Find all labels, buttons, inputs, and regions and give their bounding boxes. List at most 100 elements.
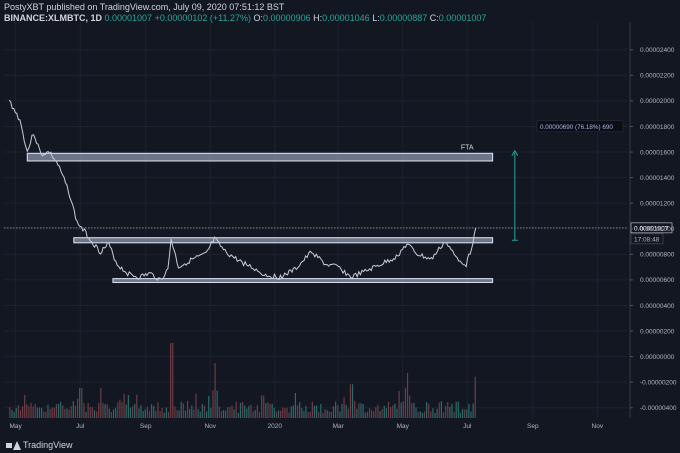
volume-bar [203,405,206,418]
volume-bar [210,407,212,418]
volume-bar [55,404,58,418]
tradingview-footer[interactable]: TradingView [6,440,73,450]
last-price-axis-label: 0.00001007 [634,225,669,232]
y-tick-label: -0.00000200 [640,379,677,386]
volume-bar [337,405,339,418]
volume-bar [172,343,174,418]
tradingview-logo-icon [6,440,21,450]
volume-bar [290,406,292,418]
volume-bar [466,409,468,418]
volume-bar [231,405,233,418]
volume-bar [360,403,362,418]
volume-bar [220,411,223,418]
volume-bar [30,402,32,418]
volume-bar [419,411,421,418]
volume-bar [70,405,72,418]
volume-bar [400,402,402,418]
x-tick-label: 2020 [268,423,283,430]
volume-bar [396,408,398,418]
countdown-box [630,233,664,245]
volume-bar [51,407,53,418]
volume-bar [134,403,136,418]
price-series [8,99,477,282]
high-value: 0.00001046 [322,13,370,23]
y-tick-label: 0.00001600 [640,149,675,156]
volume-bar [246,408,248,418]
volume-bar [409,395,411,418]
volume-bar [11,410,13,418]
volume-bar [284,408,286,418]
volume-bar [76,398,79,418]
volume-bar [206,411,208,418]
volume-bar [354,401,356,418]
volume-bar [275,411,278,418]
x-axis: May Jul Sep Nov 2020 Mar May Jul Sep Nov [9,423,603,430]
volume-bar [83,403,85,418]
volume-bar [21,406,24,418]
volume-bar [309,411,311,418]
volume-bar [129,407,132,418]
volume-bar [72,401,74,418]
brand-label: TradingView [23,440,73,450]
volume-bar [60,401,62,418]
price-change: +0.00000102 (+11.27%) [154,13,252,23]
volume-bar [66,408,68,418]
volume-bar [81,388,83,418]
volume-bar [347,408,349,418]
y-tick-label: 0.00000000 [640,354,675,361]
volume-bar [294,393,297,418]
volume-bar [451,403,453,418]
volume-bar [87,403,89,418]
volume-bar [144,409,146,418]
chart-grid [4,22,628,418]
y-tick-label: 0.00001800 [640,124,675,131]
volume-bar [115,407,117,418]
volume-bar [375,407,377,418]
symbol-label[interactable]: BINANCE:XLMBTC, 1D [4,13,102,23]
volume-bar [305,405,307,418]
volume-bar [461,408,464,418]
volume-bar [303,410,305,418]
volume-bar [165,407,168,418]
volume-bar [199,411,201,418]
fta-label: FTA [461,144,474,151]
volume-bar [254,409,256,418]
volume-bar [146,406,148,418]
volume-bar [326,410,328,418]
volume-bar [36,407,38,418]
volume-bar [57,403,60,418]
volume-bar [256,405,258,418]
volume-bar [470,411,472,418]
volume-bar [138,408,140,418]
volume-bar [282,407,284,418]
volume-bar [108,408,110,418]
volume-bar [436,408,438,418]
high-label: H: [313,13,323,23]
volume-bar [123,393,125,418]
volume-bar [151,404,153,418]
volume-bar [178,410,180,418]
volume-bar [377,404,379,418]
volume-bar [131,406,134,418]
x-tick-label: Nov [204,423,216,430]
volume-bar [222,410,225,418]
volume-bar [349,384,352,418]
publish-line: PostyXBT published on TradingView.com, J… [4,2,285,12]
volume-bar [379,411,381,418]
volume-bar [229,407,231,418]
volume-bar [79,388,81,418]
volume-bar [301,408,303,418]
volume-bar [191,405,193,418]
volume-bar [449,406,451,418]
upper-zone [73,237,494,244]
volume-bar [140,405,142,418]
y-tick-label: 0.00001000 [640,226,675,233]
y-tick-label: 0.00000600 [640,277,675,284]
volume-bar [296,405,299,418]
y-tick-label: 0.00000200 [640,328,675,335]
volume-bar [89,407,91,418]
volume-bar [288,412,290,418]
volume-bar [440,401,442,418]
volume-bar [121,402,123,418]
